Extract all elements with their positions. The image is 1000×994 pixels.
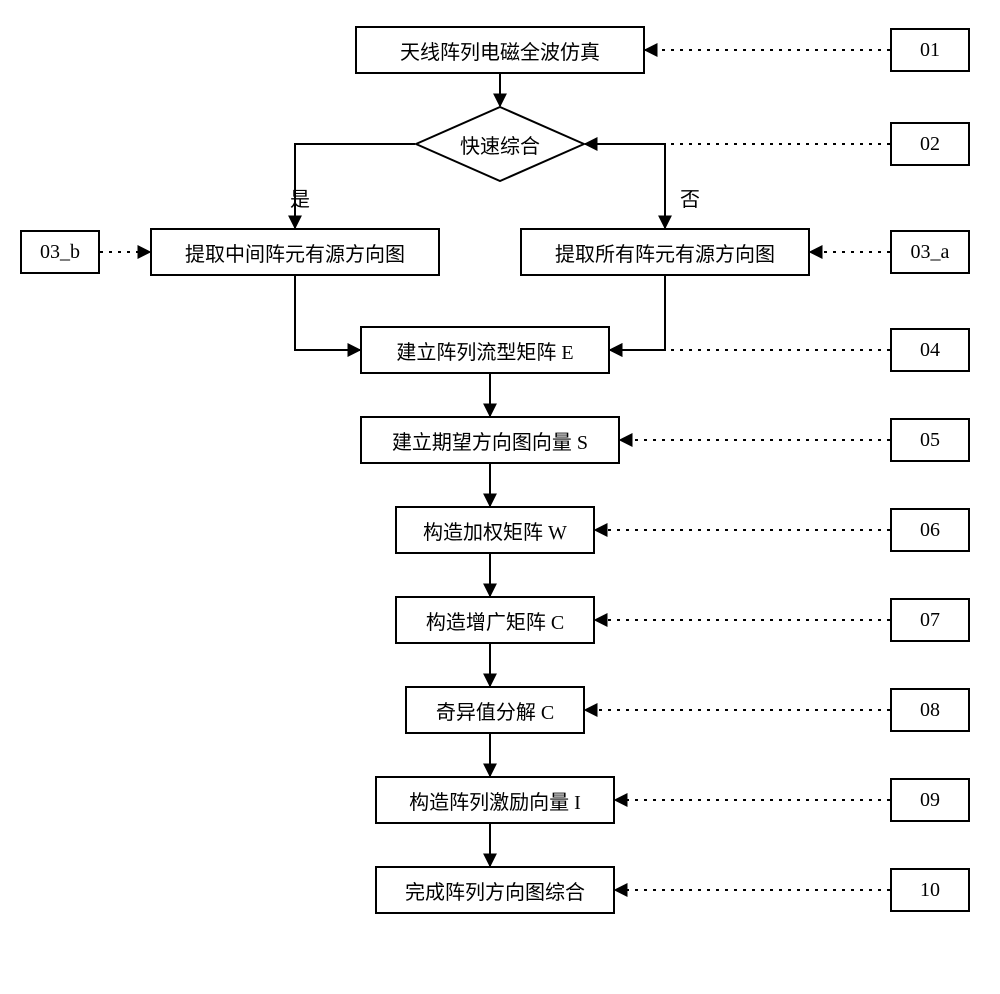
step-07-label: 07 — [920, 609, 940, 632]
node-01-label: 天线阵列电磁全波仿真 — [400, 36, 600, 65]
node-03b: 提取中间阵元有源方向图 — [150, 228, 440, 276]
node-10: 完成阵列方向图综合 — [375, 866, 615, 914]
step-02-label: 02 — [920, 133, 940, 156]
step-08: 08 — [890, 688, 970, 732]
node-07: 构造增广矩阵 C — [395, 596, 595, 644]
node-04: 建立阵列流型矩阵 E — [360, 326, 610, 374]
node-08-label: 奇异值分解 C — [436, 696, 554, 725]
node-02-label: 快速综合 — [460, 130, 540, 159]
branch-no-label: 否 — [680, 183, 700, 212]
node-08: 奇异值分解 C — [405, 686, 585, 734]
step-07: 07 — [890, 598, 970, 642]
node-03b-label: 提取中间阵元有源方向图 — [185, 238, 405, 267]
step-01: 01 — [890, 28, 970, 72]
step-03a-label: 03_a — [911, 241, 950, 264]
step-03b-label: 03_b — [40, 241, 80, 264]
node-03a-label: 提取所有阵元有源方向图 — [555, 238, 775, 267]
node-02-decision: 快速综合 — [415, 106, 585, 182]
step-01-label: 01 — [920, 39, 940, 62]
step-09-label: 09 — [920, 789, 940, 812]
node-01: 天线阵列电磁全波仿真 — [355, 26, 645, 74]
node-05-label: 建立期望方向图向量 S — [392, 426, 588, 455]
step-09: 09 — [890, 778, 970, 822]
step-06: 06 — [890, 508, 970, 552]
step-05-label: 05 — [920, 429, 940, 452]
step-10-label: 10 — [920, 879, 940, 902]
step-04: 04 — [890, 328, 970, 372]
node-04-label: 建立阵列流型矩阵 E — [396, 336, 573, 365]
node-06: 构造加权矩阵 W — [395, 506, 595, 554]
node-05: 建立期望方向图向量 S — [360, 416, 620, 464]
step-02: 02 — [890, 122, 970, 166]
node-07-label: 构造增广矩阵 C — [426, 606, 564, 635]
step-08-label: 08 — [920, 699, 940, 722]
node-09: 构造阵列激励向量 I — [375, 776, 615, 824]
node-06-label: 构造加权矩阵 W — [423, 516, 567, 545]
node-03a: 提取所有阵元有源方向图 — [520, 228, 810, 276]
node-09-label: 构造阵列激励向量 I — [409, 786, 581, 815]
step-03b: 03_b — [20, 230, 100, 274]
step-06-label: 06 — [920, 519, 940, 542]
step-03a: 03_a — [890, 230, 970, 274]
branch-yes-label: 是 — [290, 183, 310, 212]
step-05: 05 — [890, 418, 970, 462]
step-10: 10 — [890, 868, 970, 912]
step-04-label: 04 — [920, 339, 940, 362]
node-10-label: 完成阵列方向图综合 — [405, 876, 585, 905]
